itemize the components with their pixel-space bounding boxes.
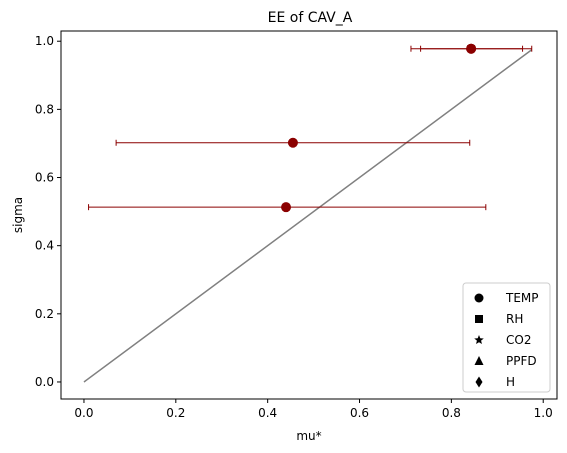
legend-marker-circle-icon xyxy=(474,293,484,303)
y-tick-label: 1.0 xyxy=(35,34,54,48)
x-tick-label: 0.0 xyxy=(74,406,93,420)
x-axis-label: mu* xyxy=(296,429,321,443)
legend-marker-star-icon xyxy=(474,335,484,345)
plot-area xyxy=(83,43,533,383)
chart-title: EE of CAV_A xyxy=(268,10,353,26)
legend-label: RH xyxy=(506,312,523,326)
y-tick-label: 0.0 xyxy=(35,375,54,389)
legend-label: H xyxy=(506,375,515,389)
legend-box xyxy=(462,282,551,393)
legend-marker-square-icon xyxy=(475,315,483,323)
legend-marker-triangle-icon xyxy=(474,356,484,365)
legend-label: CO2 xyxy=(506,333,531,347)
legend: TEMP RH CO2 PPFD H xyxy=(462,282,551,393)
legend-marker-diamond-icon xyxy=(475,376,483,388)
x-tick-label: 0.4 xyxy=(258,406,277,420)
legend-label: PPFD xyxy=(506,354,537,368)
y-tick-label: 0.8 xyxy=(35,102,54,116)
plot-frame xyxy=(60,30,558,400)
x-tick-label: 1.0 xyxy=(534,406,553,420)
y-tick-label: 0.2 xyxy=(35,307,54,321)
data-point xyxy=(281,202,292,213)
data-point xyxy=(466,43,477,54)
y-tick-label: 0.6 xyxy=(35,171,54,185)
data-point xyxy=(287,137,298,148)
x-tick-label: 0.2 xyxy=(166,406,185,420)
x-tick-label: 0.8 xyxy=(442,406,461,420)
x-axis-ticks: 0.0 0.2 0.4 0.6 0.8 1.0 xyxy=(74,399,553,420)
x-tick-label: 0.6 xyxy=(350,406,369,420)
legend-label: TEMP xyxy=(505,291,539,305)
y-axis-ticks: 0.0 0.2 0.4 0.6 0.8 1.0 xyxy=(35,34,61,389)
y-axis-label: sigma xyxy=(11,197,25,233)
reference-line xyxy=(83,49,533,383)
y-tick-label: 0.4 xyxy=(35,239,54,253)
